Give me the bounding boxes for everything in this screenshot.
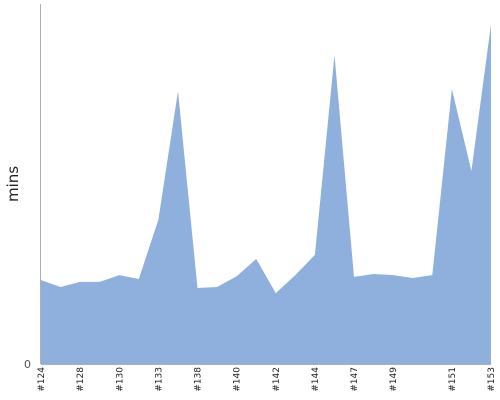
x-tick-label: #133 bbox=[154, 367, 164, 392]
x-tick-label: #128 bbox=[76, 367, 86, 392]
x-tick-label: #130 bbox=[115, 367, 125, 392]
x-tick-label: #151 bbox=[448, 367, 458, 392]
axes: 0 #124 #128 #130 #133 #138 #140 #142 #144 #147 #14… bbox=[24, 4, 497, 392]
x-tick-label: #149 bbox=[389, 367, 399, 392]
x-tick-label: #153 bbox=[487, 367, 497, 392]
x-tick-label: #142 bbox=[272, 367, 282, 392]
x-tick-label: #147 bbox=[350, 367, 360, 392]
x-tick-label: #138 bbox=[194, 367, 204, 392]
x-tick-label: #140 bbox=[233, 367, 243, 392]
y-tick-label: 0 bbox=[24, 358, 31, 371]
x-tick-label: #144 bbox=[311, 367, 321, 392]
x-tick-label: #124 bbox=[37, 367, 47, 392]
area-series bbox=[41, 24, 491, 364]
plot-area bbox=[40, 24, 492, 364]
y-axis-label: mins bbox=[4, 166, 22, 202]
